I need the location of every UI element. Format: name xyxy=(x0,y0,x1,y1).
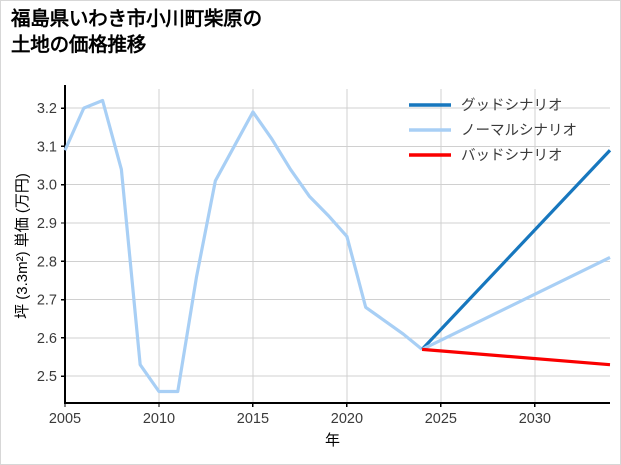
y-axis-tick-label: 2.8 xyxy=(37,254,57,270)
x-axis-tick-label: 2015 xyxy=(237,411,269,427)
axis-spines xyxy=(63,85,610,405)
axis-titles: 年 坪 (3.3m²) 単価 (万円) xyxy=(14,173,340,449)
series-line-グッドシナリオ xyxy=(420,149,612,351)
gridlines xyxy=(64,89,610,403)
y-axis-tick-labels: 2.5 2.6 2.7 2.8 2.9 3.0 3.1 3.2 xyxy=(37,101,57,385)
y-axis-tick-label: 2.7 xyxy=(37,293,57,309)
x-axis-tick-label: 2025 xyxy=(425,411,457,427)
y-axis-tick-label: 2.5 xyxy=(37,369,57,385)
y-axis-tick-label: 3.1 xyxy=(37,139,57,155)
axis-tickmarks xyxy=(61,107,536,407)
series-line-バッドシナリオ xyxy=(421,347,611,367)
x-axis-tick-labels: 2005 2010 2015 2020 2025 2030 xyxy=(49,411,551,427)
y-axis-title: 坪 (3.3m²) 単価 (万円) xyxy=(14,173,31,319)
legend-label-1: ノーマルシナリオ xyxy=(461,123,577,139)
y-axis-tick-label: 3.0 xyxy=(37,178,57,194)
legend-label-2: バッドシナリオ xyxy=(461,148,563,164)
chart-title: 福島県いわき市小川町柴原の 土地の価格推移 xyxy=(11,8,262,56)
y-axis-tick-label: 2.6 xyxy=(37,331,57,347)
x-axis-tick-label: 2010 xyxy=(143,411,175,427)
x-axis-tick-label: 2005 xyxy=(49,411,81,427)
y-axis-tick-label: 3.2 xyxy=(37,101,57,117)
data-series-group xyxy=(63,98,612,394)
x-axis-tick-label: 2030 xyxy=(519,411,551,427)
x-axis-tick-label: 2020 xyxy=(331,411,363,427)
y-axis-tick-label: 2.9 xyxy=(37,216,57,232)
legend-label-0: グッドシナリオ xyxy=(461,97,563,114)
series-line-ノーマルシナリオ xyxy=(421,256,611,351)
series-line-実績 xyxy=(63,98,424,394)
x-axis-title: 年 xyxy=(325,432,340,449)
